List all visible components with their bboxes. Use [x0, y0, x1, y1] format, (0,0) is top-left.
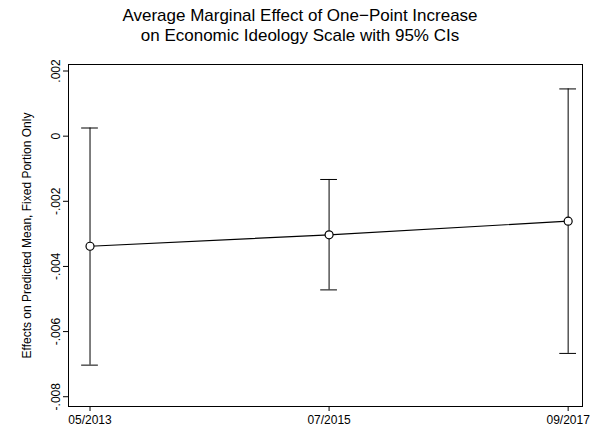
svg-text:09/2017: 09/2017 [546, 413, 590, 427]
svg-text:07/2015: 07/2015 [307, 413, 351, 427]
html-text:Average Marginal Effect of One: Average Marginal Effect of One−Point Inc… [122, 6, 478, 45]
svg-text:0: 0 [49, 133, 63, 140]
svg-text:-.004: -.004 [49, 252, 63, 280]
svg-text:-.008: -.008 [49, 383, 63, 411]
svg-text:05/2013: 05/2013 [68, 413, 112, 427]
svg-text:-.006: -.006 [49, 318, 63, 346]
svg-text:-.002: -.002 [49, 187, 63, 215]
svg-text:Effects on Predicted Mean, Fix: Effects on Predicted Mean, Fixed Portion… [20, 113, 34, 359]
svg-text:.002: .002 [49, 59, 63, 83]
